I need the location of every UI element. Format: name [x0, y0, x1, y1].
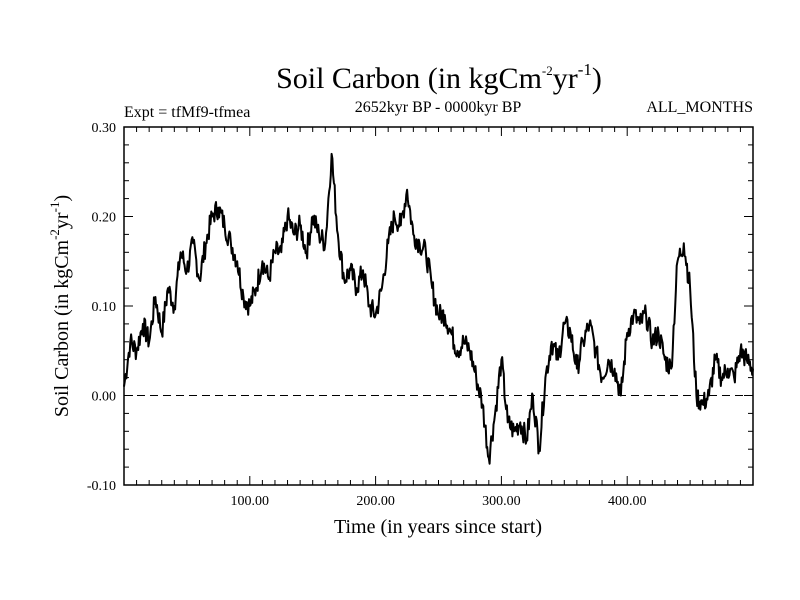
y-tick-label: 0.20: [92, 211, 117, 226]
x-axis: 100.00 200.00 300.00 400.00: [136, 127, 741, 509]
plot-frame: [123, 126, 754, 486]
x-tick-label: 100.00: [231, 494, 270, 509]
y-tick-label: 0.10: [92, 300, 117, 315]
series-line-soil-carbon: [123, 152, 754, 465]
x-tick-label: 400.00: [608, 494, 647, 509]
experiment-label: Expt = tfMf9-tfmea: [124, 104, 250, 121]
y-tick-label: 0.00: [92, 390, 117, 405]
x-tick-label: 200.00: [356, 494, 395, 509]
time-range-label: 2652kyr BP - 0000kyr BP: [355, 99, 522, 116]
y-axis-label: Soil Carbon (in kgCm-2yr-1): [47, 195, 73, 417]
y-tick-label: -0.10: [87, 479, 116, 494]
y-axis: -0.10 0.00 0.10 0.20 0.30: [87, 121, 753, 494]
months-label: ALL_MONTHS: [646, 99, 753, 116]
x-tick-label: 300.00: [482, 494, 521, 509]
y-tick-label: 0.30: [92, 121, 117, 136]
x-axis-label: Time (in years since start): [334, 516, 542, 538]
chart-title: Soil Carbon (in kgCm-2yr-1): [276, 60, 602, 95]
